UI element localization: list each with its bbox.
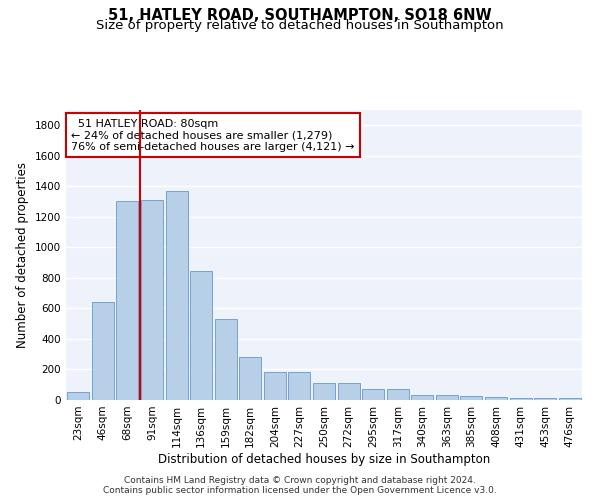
Text: Contains HM Land Registry data © Crown copyright and database right 2024.
Contai: Contains HM Land Registry data © Crown c…	[103, 476, 497, 495]
Bar	[116, 201, 139, 400]
Bar	[67, 392, 89, 400]
Bar	[386, 390, 409, 400]
Bar	[460, 396, 482, 400]
Bar	[338, 383, 359, 400]
Bar	[509, 398, 532, 400]
Bar	[239, 356, 262, 400]
Text: 51, HATLEY ROAD, SOUTHAMPTON, SO18 6NW: 51, HATLEY ROAD, SOUTHAMPTON, SO18 6NW	[108, 8, 492, 22]
Y-axis label: Number of detached properties: Number of detached properties	[16, 162, 29, 348]
Bar	[362, 390, 384, 400]
Bar	[289, 372, 310, 400]
Bar	[166, 191, 188, 400]
Bar	[215, 319, 237, 400]
Text: Size of property relative to detached houses in Southampton: Size of property relative to detached ho…	[96, 19, 504, 32]
Bar	[92, 302, 114, 400]
Bar	[313, 383, 335, 400]
Bar	[559, 398, 581, 400]
Bar	[436, 394, 458, 400]
Text: 51 HATLEY ROAD: 80sqm
← 24% of detached houses are smaller (1,279)
76% of semi-d: 51 HATLEY ROAD: 80sqm ← 24% of detached …	[71, 118, 355, 152]
Bar	[534, 398, 556, 400]
Bar	[485, 397, 507, 400]
Bar	[411, 394, 433, 400]
X-axis label: Distribution of detached houses by size in Southampton: Distribution of detached houses by size …	[158, 452, 490, 466]
Bar	[190, 271, 212, 400]
Bar	[264, 372, 286, 400]
Bar	[141, 200, 163, 400]
